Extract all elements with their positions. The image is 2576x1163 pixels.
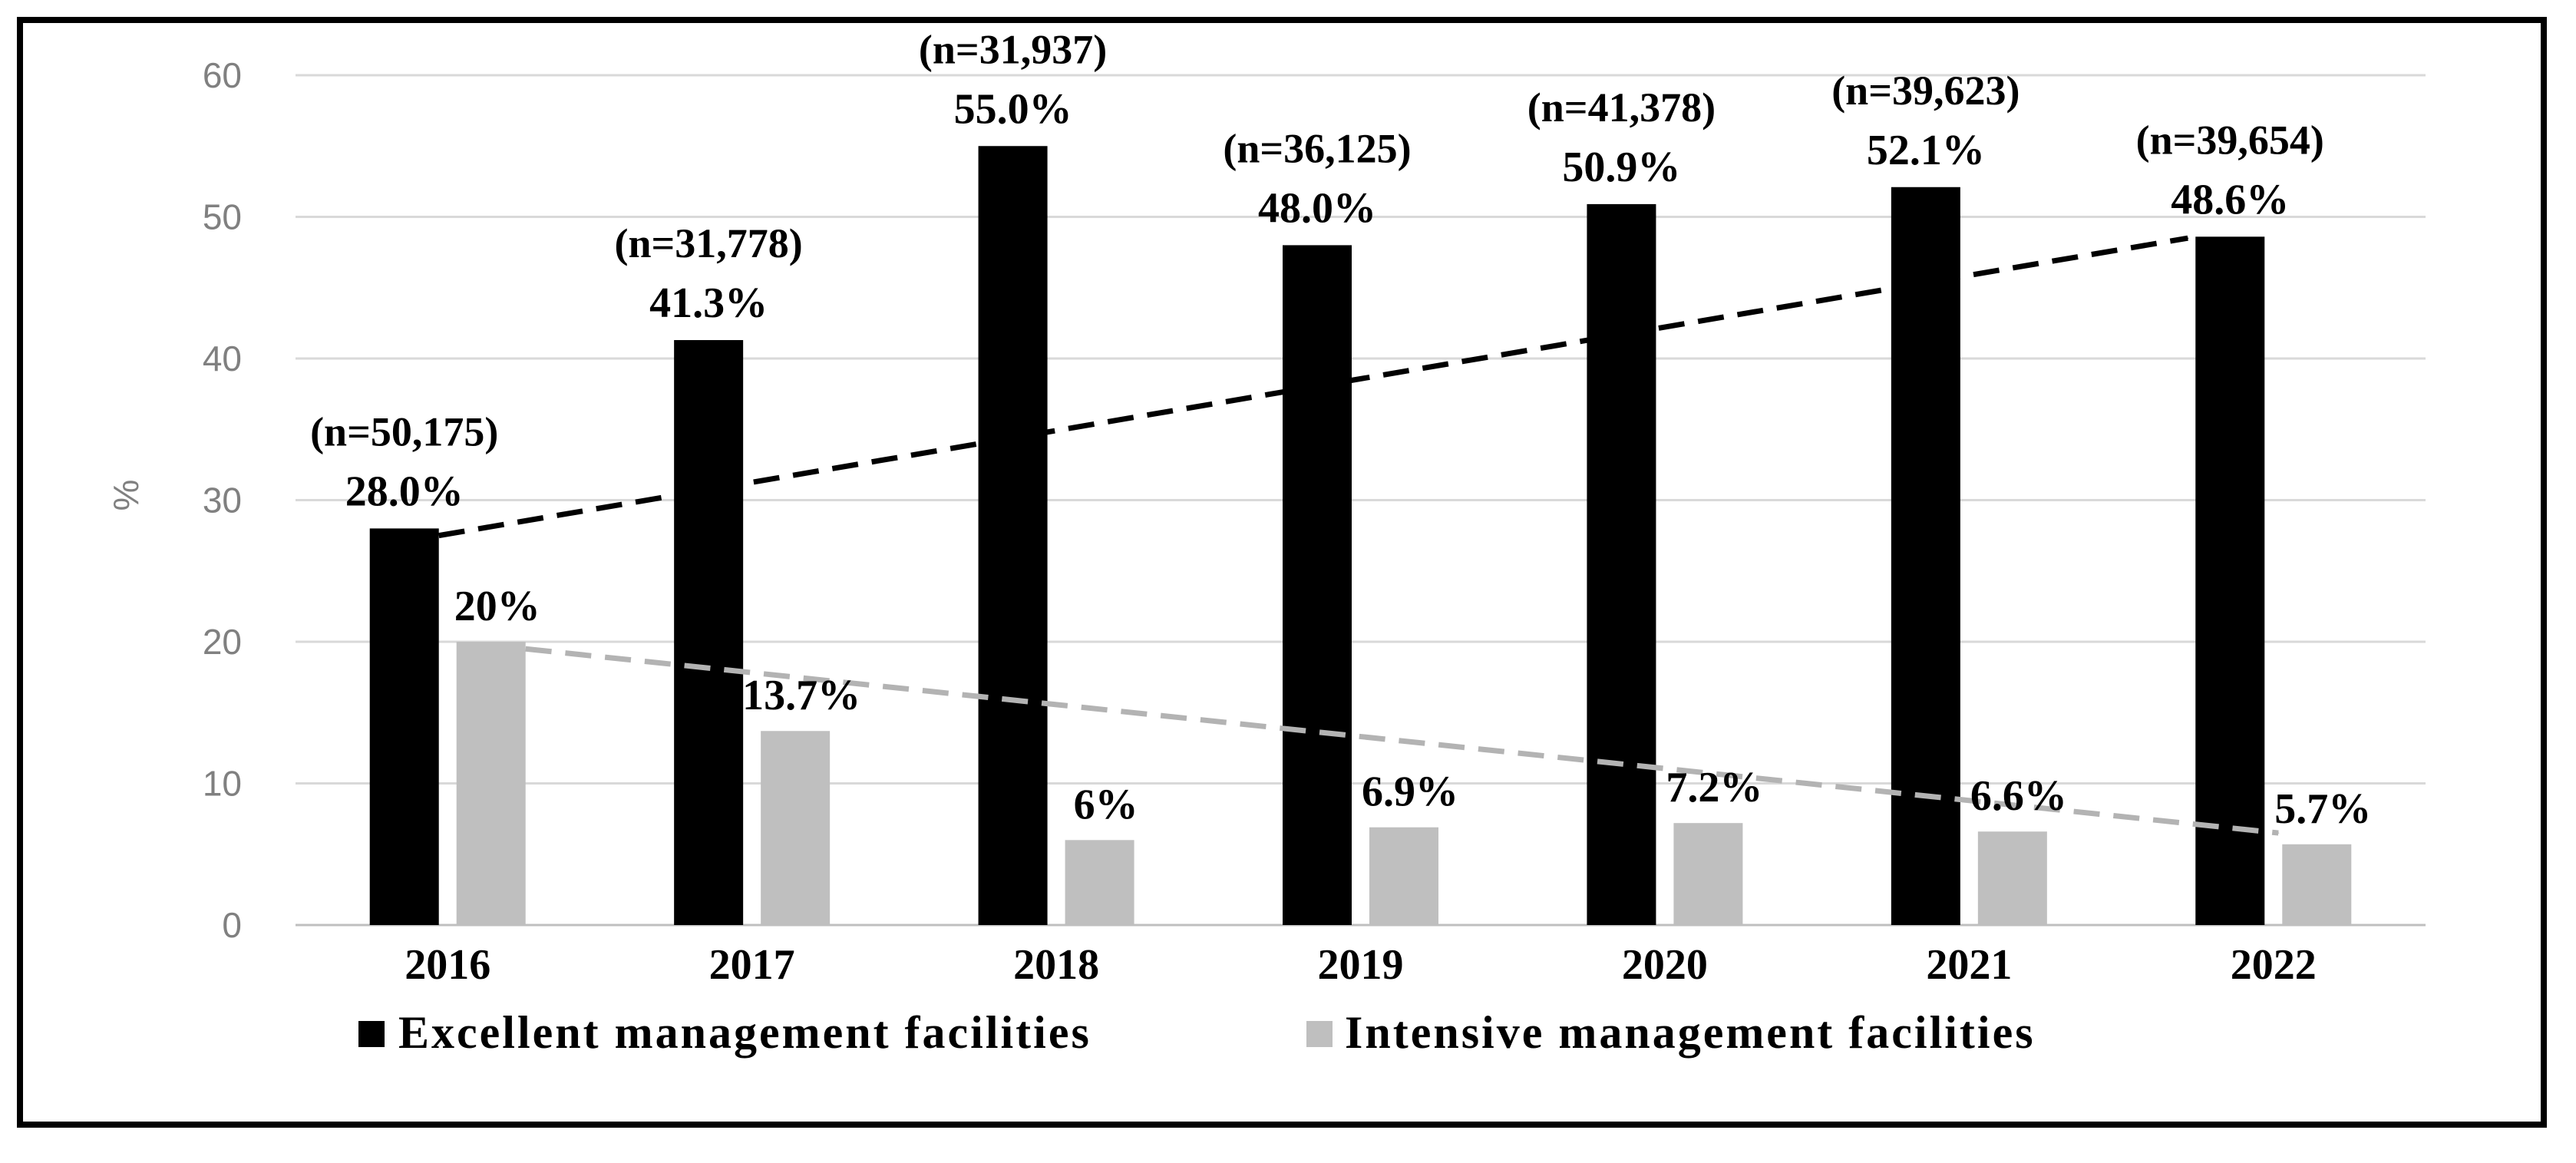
legend-label-intensive: Intensive management facilities — [1345, 1007, 2036, 1058]
n-label-2016: (n=50,175) — [310, 408, 498, 454]
y-tick-label: 20 — [203, 622, 242, 662]
trend-arrow-intensive — [525, 646, 2280, 836]
data-label-intensive-2018: 6% — [1074, 781, 1138, 828]
y-tick-label: 60 — [203, 55, 242, 95]
bar-excellent-2021 — [1891, 187, 1960, 925]
bar-intensive-2016 — [456, 642, 526, 925]
data-label-intensive-2022: 5.7% — [2274, 785, 2371, 833]
bar-intensive-2022 — [2282, 844, 2352, 925]
data-label-excellent-2021: 52.1% — [1867, 127, 1985, 174]
data-label-intensive-2021: 6.6% — [1970, 772, 2067, 820]
data-label-excellent-2020: 50.9% — [1562, 144, 1680, 191]
x-tick-label-2016: 2016 — [405, 941, 490, 989]
x-tick-label-2019: 2019 — [1318, 941, 1404, 989]
bar-chart: 0 10 20 30 40 50 60 % 28.0% (n=50,175) 20% 41.3% (… — [106, 26, 2426, 1058]
n-label-2020: (n=41,378) — [1527, 84, 1716, 131]
y-axis-label: % — [106, 480, 146, 511]
bar-intensive-2021 — [1977, 831, 2047, 925]
chart-frame: 0 10 20 30 40 50 60 % 28.0% (n=50,175) 20% 41.3% (… — [17, 17, 2547, 1128]
y-tick-label: 0 — [222, 905, 242, 945]
bar-excellent-2016 — [369, 528, 439, 925]
data-label-excellent-2017: 41.3% — [649, 279, 768, 327]
bar-intensive-2018 — [1065, 840, 1134, 925]
bar-intensive-2019 — [1369, 827, 1438, 925]
data-label-intensive-2016: 20% — [454, 583, 540, 630]
data-label-excellent-2019: 48.0% — [1258, 184, 1376, 232]
x-tick-label-2017: 2017 — [709, 941, 795, 989]
n-label-2021: (n=39,623) — [1831, 68, 2020, 114]
y-tick-label: 30 — [203, 481, 242, 520]
data-label-intensive-2019: 6.9% — [1362, 768, 1458, 816]
legend-label-excellent: Excellent management facilities — [398, 1007, 1091, 1058]
bar-intensive-2020 — [1673, 823, 1743, 925]
y-tick-label: 50 — [203, 197, 242, 237]
n-label-2019: (n=36,125) — [1223, 125, 1411, 171]
bar-excellent-2022 — [2195, 236, 2265, 926]
n-label-2017: (n=31,778) — [615, 220, 803, 266]
n-label-2022: (n=39,654) — [2136, 117, 2324, 163]
bar-excellent-2017 — [674, 340, 744, 925]
bar-intensive-2017 — [761, 731, 831, 925]
legend-swatch-excellent — [358, 1021, 385, 1047]
data-label-excellent-2018: 55.0% — [954, 85, 1072, 133]
legend-swatch-intensive — [1306, 1021, 1333, 1047]
x-tick-label-2022: 2022 — [2231, 941, 2317, 989]
bar-excellent-2018 — [978, 146, 1048, 925]
bar-excellent-2019 — [1283, 245, 1352, 925]
data-label-excellent-2016: 28.0% — [345, 468, 464, 515]
data-label-intensive-2020: 7.2% — [1666, 764, 1762, 811]
bar-excellent-2020 — [1587, 203, 1656, 925]
x-tick-label-2021: 2021 — [1926, 941, 2012, 989]
y-tick-label: 40 — [203, 339, 242, 378]
y-tick-label: 10 — [203, 764, 242, 804]
legend: Excellent management facilities Intensiv… — [358, 1007, 2036, 1058]
data-label-intensive-2017: 13.7% — [742, 672, 860, 719]
trend-arrow-excellent — [438, 235, 2189, 539]
x-tick-label-2020: 2020 — [1622, 941, 1708, 989]
n-label-2018: (n=31,937) — [919, 26, 1107, 72]
x-tick-label-2018: 2018 — [1013, 941, 1099, 989]
data-label-excellent-2022: 48.6% — [2171, 176, 2289, 223]
